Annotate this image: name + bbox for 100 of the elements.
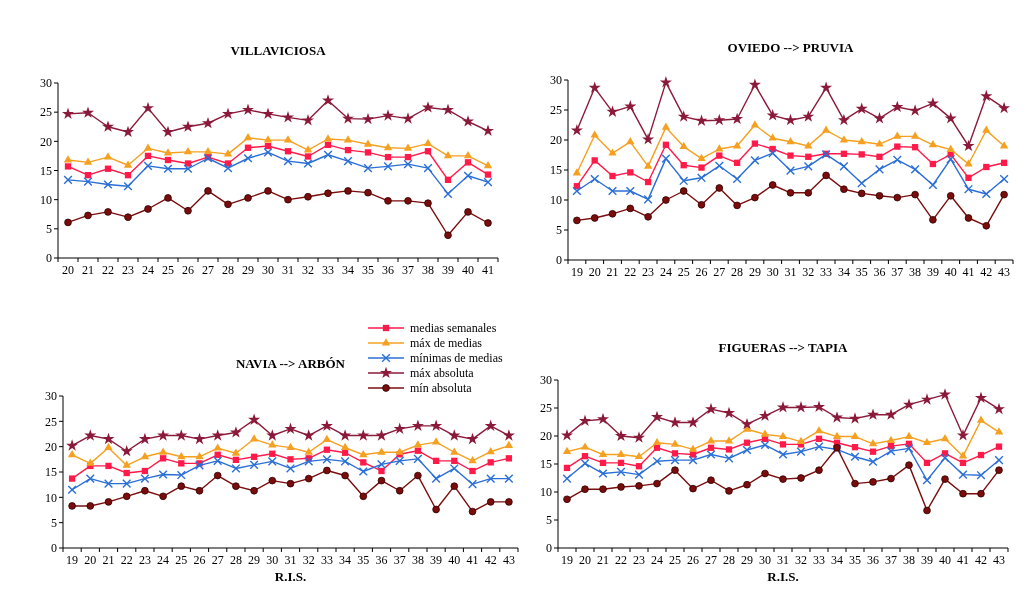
y-tick-label: 5 [556,223,562,238]
x-tick-label: 20 [84,553,97,567]
x-tick-label: 25 [162,263,174,277]
x-tick-label: 19 [561,553,573,567]
x-tick-label: 38 [422,263,434,277]
y-tick-label: 25 [540,401,552,416]
chart-title: FIGUERAS --> TAPIA [718,340,849,355]
x-tick-label: 41 [962,265,975,279]
x-tick-label: 29 [741,553,753,567]
chart-title: NAVIA --> ARBÓN [235,356,346,371]
x-tick-label: 34 [339,553,352,567]
x-tick-label: 34 [831,553,843,567]
y-tick-label: 20 [40,134,52,149]
y-tick-label: 25 [550,103,562,118]
x-tick-label: 19 [570,265,583,279]
x-tick-label: 31 [777,553,789,567]
chart-title: VILLAVICIOSA [230,43,327,58]
x-tick-label: 31 [284,553,297,567]
y-tick-label: 25 [45,414,57,429]
y-tick-label: 10 [550,193,562,208]
x-tick-label: 42 [975,553,987,567]
x-tick-label: 26 [182,263,194,277]
x-tick-label: 40 [448,553,461,567]
x-tick-label: 36 [375,553,388,567]
x-tick-label: 29 [748,265,761,279]
x-tick-label: 22 [615,553,627,567]
y-tick-label: 5 [546,513,552,528]
x-tick-label: 36 [382,263,394,277]
y-tick-label: 30 [45,389,57,404]
x-tick-label: 29 [248,553,261,567]
x-tick-label: 34 [837,265,850,279]
x-tick-label: 42 [484,553,497,567]
x-tick-label: 43 [993,553,1005,567]
y-tick-label: 15 [45,465,57,480]
x-tick-label: 26 [687,553,699,567]
x-tick-label: 21 [102,553,115,567]
x-tick-label: 27 [211,553,224,567]
x-tick-label: 39 [442,263,454,277]
x-tick-label: 35 [357,553,370,567]
y-tick-label: 25 [40,105,52,120]
x-tick-label: 25 [669,553,681,567]
x-tick-label: 33 [322,263,334,277]
x-tick-label: 22 [102,263,114,277]
x-tick-label: 37 [402,263,414,277]
x-tick-label: 27 [705,553,717,567]
x-tick-label: 30 [759,553,771,567]
y-tick-label: 10 [45,490,57,505]
x-tick-label: 41 [466,553,479,567]
chart-title: OVIEDO --> PRUVIA [727,40,855,55]
legend-label: máx absoluta [410,366,475,381]
x-tick-label: 20 [579,553,591,567]
x-tick-label: 23 [642,265,655,279]
y-tick-label: 20 [550,133,562,148]
y-tick-label: 30 [540,373,552,388]
x-tick-label: 23 [122,263,134,277]
x-tick-label: 25 [677,265,690,279]
x-tick-label: 19 [66,553,79,567]
x-tick-label: 34 [342,263,354,277]
x-tick-label: 24 [142,263,154,277]
x-tick-label: 24 [157,553,170,567]
x-tick-label: 24 [659,265,672,279]
x-tick-label: 33 [813,553,825,567]
x-tick-label: 29 [242,263,254,277]
legend-label: medias semanales [410,321,497,336]
y-tick-label: 15 [540,457,552,472]
x-tick-label: 40 [462,263,474,277]
y-tick-label: 15 [550,163,562,178]
x-tick-label: 21 [606,265,619,279]
legend-label: máx de medias [410,336,483,351]
x-tick-label: 37 [891,265,904,279]
y-tick-label: 30 [40,76,52,91]
x-tick-label: 31 [282,263,294,277]
x-tick-label: 40 [939,553,951,567]
y-tick-label: 20 [45,439,57,454]
y-tick-label: 15 [40,163,52,178]
x-tick-label: 43 [502,553,515,567]
x-tick-label: 28 [229,553,242,567]
y-tick-label: 10 [40,192,52,207]
y-tick-label: 20 [540,429,552,444]
x-tick-label: 32 [302,553,315,567]
x-tick-label: 32 [795,553,807,567]
x-tick-label: 39 [430,553,443,567]
x-tick-label: 28 [731,265,744,279]
y-tick-label: 10 [540,485,552,500]
x-tick-label: 33 [820,265,833,279]
x-tick-label: 30 [766,265,779,279]
x-tick-label: 43 [998,265,1011,279]
x-tick-label: 36 [873,265,886,279]
y-tick-label: 0 [556,253,562,268]
x-tick-label: 39 [926,265,939,279]
legend-label: mín absoluta [410,381,473,396]
x-tick-label: 37 [885,553,897,567]
y-tick-label: 5 [46,222,52,237]
x-tick-label: 37 [393,553,406,567]
x-tick-label: 20 [62,263,74,277]
x-tick-label: 30 [262,263,274,277]
x-tick-label: 35 [849,553,861,567]
x-tick-label: 21 [82,263,94,277]
x-tick-label: 27 [202,263,214,277]
x-tick-label: 23 [138,553,151,567]
